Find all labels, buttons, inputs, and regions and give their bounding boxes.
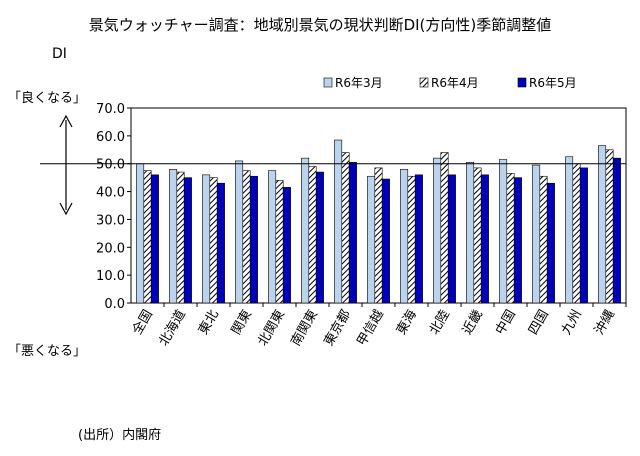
bar-2-2 <box>216 182 225 304</box>
bar-1-0 <box>143 170 152 304</box>
bar-1-10 <box>473 167 482 304</box>
bar-1-7 <box>374 167 383 304</box>
bar-2-10 <box>480 174 489 304</box>
bar-1-4 <box>275 180 284 304</box>
x-category-label: 甲信越 <box>354 308 386 349</box>
bar-0-6 <box>334 139 343 304</box>
y-tick-label: 20.0 <box>96 241 125 256</box>
bar-1-9 <box>440 152 449 304</box>
bar-1-3 <box>242 170 251 304</box>
y-axis-unit-label: DI <box>52 46 67 62</box>
bar-0-8 <box>400 168 409 304</box>
x-category-label: 近畿 <box>460 308 486 338</box>
improve-label: 「良くなる」 <box>8 91 87 106</box>
bar-2-7 <box>381 178 390 304</box>
bar-1-12 <box>539 175 548 304</box>
x-category-label: 北関東 <box>255 307 288 349</box>
bar-2-6 <box>348 162 357 304</box>
y-tick-label: 70.0 <box>96 102 125 117</box>
bar-0-11 <box>499 159 508 304</box>
y-tick-label: 40.0 <box>96 186 125 201</box>
bar-0-0 <box>136 163 145 304</box>
x-category-label: 東海 <box>393 307 420 338</box>
bar-0-14 <box>598 145 607 304</box>
x-category-label: 四国 <box>526 308 552 338</box>
y-tick-label: 10.0 <box>96 269 125 284</box>
x-category-label: 北陸 <box>426 307 453 338</box>
bar-2-5 <box>315 171 324 304</box>
legend-label-1: R6年4月 <box>431 76 479 90</box>
legend-label-2: R6年5月 <box>529 76 577 90</box>
legend-swatch-2 <box>517 77 527 88</box>
bar-2-12 <box>546 182 555 304</box>
bar-2-11 <box>513 177 522 304</box>
bar-0-2 <box>202 174 211 304</box>
legend-label-0: R6年3月 <box>335 76 383 90</box>
bar-1-6 <box>341 152 350 304</box>
x-category-label: 南関東 <box>288 307 321 349</box>
bar-2-0 <box>150 174 159 304</box>
x-category-label: 全国 <box>129 307 156 338</box>
x-category-label: 中国 <box>493 308 519 338</box>
bar-2-14 <box>612 157 621 304</box>
y-tick-label: 0.0 <box>104 297 125 312</box>
bar-0-13 <box>565 156 574 304</box>
source-note: (出所）内閣府 <box>78 428 162 443</box>
bar-2-8 <box>414 174 423 304</box>
bar-0-12 <box>532 164 541 304</box>
bar-0-1 <box>169 168 178 304</box>
y-tick-label: 30.0 <box>96 213 125 228</box>
bar-0-3 <box>235 160 244 304</box>
x-category-label: 関東 <box>228 307 255 338</box>
bar-1-14 <box>605 149 614 304</box>
bar-2-13 <box>579 167 588 304</box>
x-category-label: 九州 <box>559 308 585 338</box>
bar-0-7 <box>367 175 376 304</box>
bar-2-9 <box>447 174 456 304</box>
bar-2-3 <box>249 175 258 304</box>
y-tick-label: 60.0 <box>96 130 125 145</box>
bar-1-11 <box>506 173 515 304</box>
bar-1-8 <box>407 175 416 304</box>
bar-0-9 <box>433 157 442 304</box>
bar-1-1 <box>176 171 185 304</box>
chart-title: 景気ウォッチャー調査：地域別景気の現状判断DI(方向性)季節調整値 <box>88 16 552 34</box>
arrow-up-head <box>59 114 73 128</box>
bar-0-5 <box>301 157 310 304</box>
y-tick-label: 50.0 <box>96 158 125 173</box>
x-category-label: 東北 <box>195 307 222 338</box>
bar-0-4 <box>268 170 277 304</box>
worsen-label: 「悪くなる」 <box>8 344 87 359</box>
bar-1-13 <box>572 163 581 304</box>
bar-1-5 <box>308 166 317 304</box>
x-category-label: 北海道 <box>156 308 188 349</box>
bar-1-2 <box>209 177 218 304</box>
arrow-down-head <box>59 202 73 216</box>
legend-swatch-1 <box>419 77 429 88</box>
bar-0-10 <box>466 162 475 304</box>
x-category-label: 東京都 <box>321 307 354 349</box>
bar-2-1 <box>183 177 192 304</box>
legend-swatch-0 <box>323 77 333 88</box>
x-category-label: 沖縄 <box>592 308 618 338</box>
bar-2-4 <box>282 187 291 304</box>
